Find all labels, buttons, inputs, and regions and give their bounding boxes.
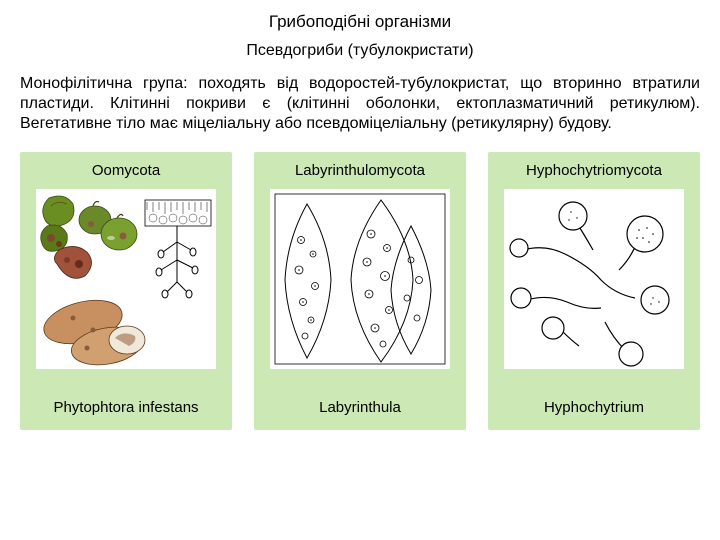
- column-hyphochytrium: Hyphochytriomycota: [488, 152, 700, 430]
- description-text: Монофілітична група: походять від водоро…: [20, 74, 700, 134]
- column-footer: Hyphochytrium: [544, 399, 644, 416]
- column-oomycota: Oomycota: [20, 152, 232, 430]
- column-footer: Phytophtora infestans: [53, 399, 198, 416]
- page-title: Грибоподібні організми: [20, 12, 700, 32]
- column-labyrinthula: Labyrinthulomycota: [254, 152, 466, 430]
- hyphochytrium-figure: [504, 189, 684, 369]
- page-subtitle: Псевдогриби (тубулокристати): [20, 42, 700, 60]
- column-footer: Labyrinthula: [319, 399, 401, 416]
- oomycota-figure: [36, 189, 216, 369]
- column-header: Hyphochytriomycota: [526, 162, 662, 179]
- column-header: Labyrinthulomycota: [295, 162, 425, 179]
- column-header: Oomycota: [92, 162, 160, 179]
- labyrinthula-figure: [270, 189, 450, 369]
- columns-container: Oomycota: [20, 152, 700, 430]
